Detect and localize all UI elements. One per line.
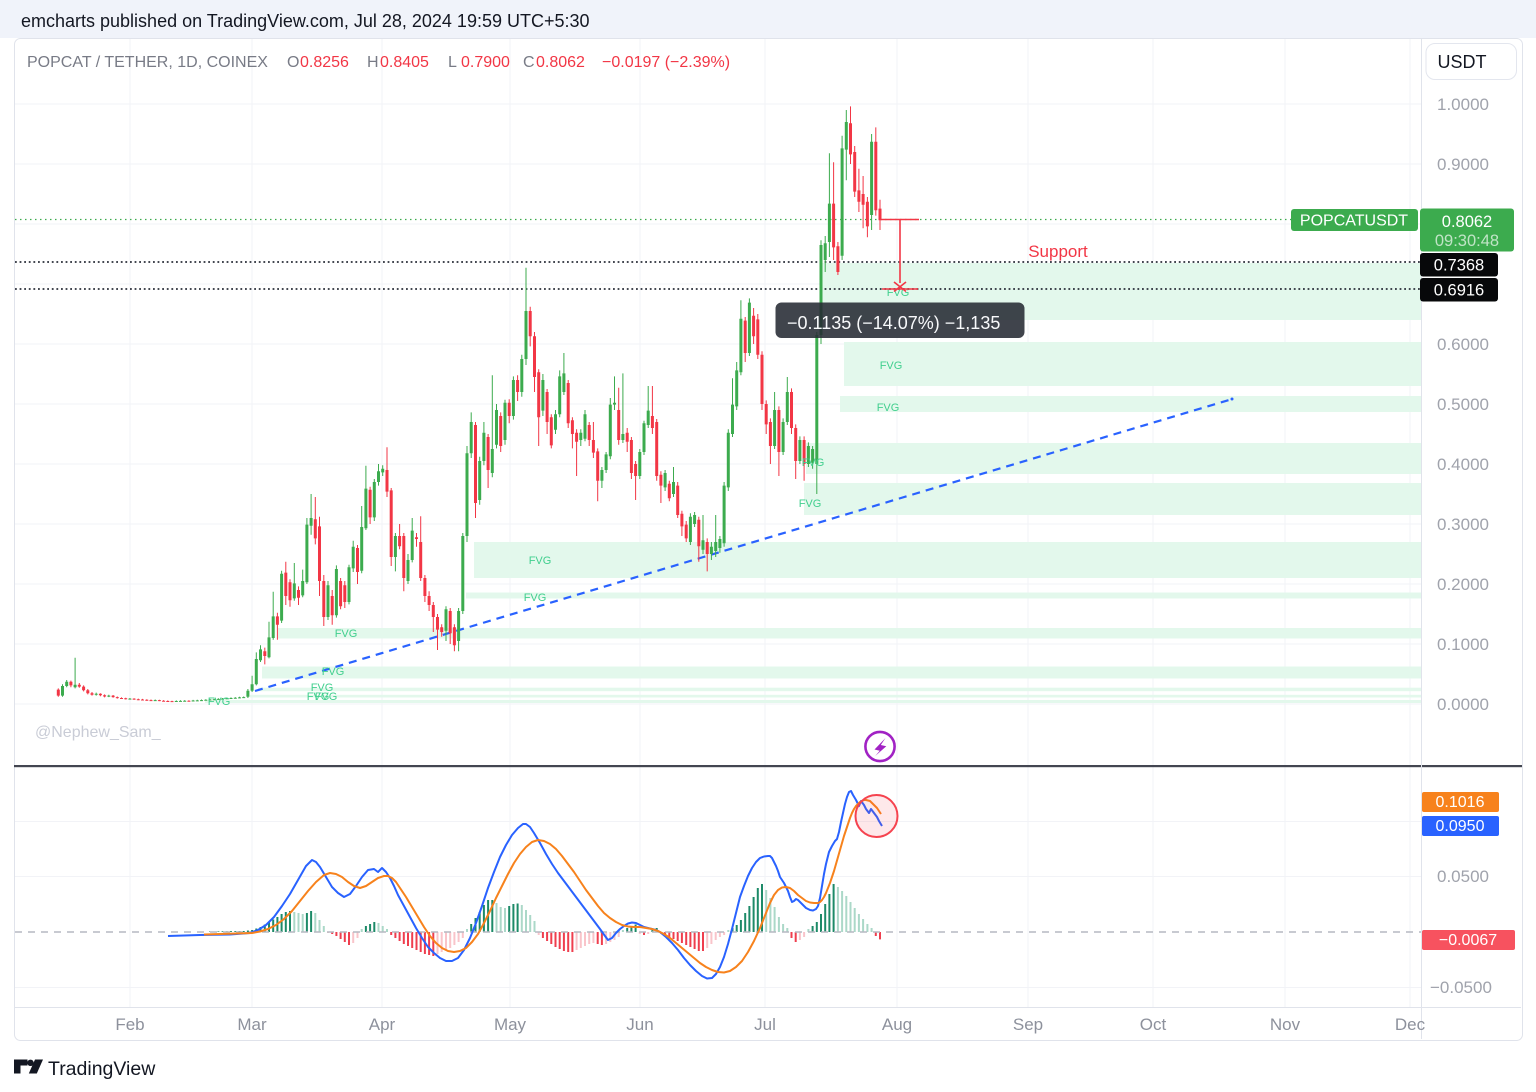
svg-text:0.2000: 0.2000 <box>1437 575 1489 594</box>
svg-text:USDT: USDT <box>1438 52 1487 72</box>
svg-text:−0.0500: −0.0500 <box>1430 978 1492 997</box>
svg-text:Oct: Oct <box>1140 1015 1167 1034</box>
svg-text:Sep: Sep <box>1013 1015 1043 1034</box>
svg-text:0.8062: 0.8062 <box>536 54 585 71</box>
svg-text:0.6916: 0.6916 <box>1434 282 1484 300</box>
svg-text:FVG: FVG <box>335 628 358 640</box>
svg-text:Aug: Aug <box>882 1015 912 1034</box>
svg-text:0.0500: 0.0500 <box>1437 867 1489 886</box>
svg-text:0.3000: 0.3000 <box>1437 515 1489 534</box>
svg-text:0.8256: 0.8256 <box>300 54 349 71</box>
svg-text:0.7368: 0.7368 <box>1434 257 1484 275</box>
svg-text:−0.1135 (−14.07%) −1,135: −0.1135 (−14.07%) −1,135 <box>787 313 1000 333</box>
svg-text:L: L <box>448 54 457 71</box>
svg-text:FVG: FVG <box>322 666 345 678</box>
svg-text:@Nephew_Sam_: @Nephew_Sam_ <box>35 724 162 741</box>
svg-text:FVG: FVG <box>880 360 903 372</box>
svg-text:H: H <box>367 54 379 71</box>
svg-text:−0.0067: −0.0067 <box>1439 932 1497 949</box>
svg-text:May: May <box>494 1015 527 1034</box>
svg-text:Jul: Jul <box>754 1015 776 1034</box>
svg-text:FVG: FVG <box>524 592 547 604</box>
svg-text:−0.0197 (−2.39%): −0.0197 (−2.39%) <box>602 54 730 71</box>
svg-text:FVG: FVG <box>802 457 825 469</box>
svg-text:0.0950: 0.0950 <box>1436 818 1485 835</box>
svg-text:POPCAT / TETHER, 1D, COINEX: POPCAT / TETHER, 1D, COINEX <box>27 54 268 71</box>
svg-text:FVG: FVG <box>311 682 334 694</box>
svg-text:Dec: Dec <box>1395 1015 1426 1034</box>
svg-text:0.1000: 0.1000 <box>1437 635 1489 654</box>
svg-text:Jun: Jun <box>626 1015 653 1034</box>
svg-text:POPCATUSDT: POPCATUSDT <box>1300 213 1408 230</box>
svg-text:0.4000: 0.4000 <box>1437 455 1489 474</box>
svg-text:O: O <box>287 54 299 71</box>
svg-text:Support: Support <box>1028 242 1088 261</box>
svg-text:Feb: Feb <box>115 1015 144 1034</box>
svg-text:1.0000: 1.0000 <box>1437 95 1489 114</box>
svg-text:0.1016: 0.1016 <box>1436 794 1485 811</box>
svg-text:0.6000: 0.6000 <box>1437 335 1489 354</box>
svg-text:emcharts published on TradingV: emcharts published on TradingView.com, J… <box>21 11 590 31</box>
svg-text:0.8405: 0.8405 <box>380 54 429 71</box>
svg-text:09:30:48: 09:30:48 <box>1435 232 1499 250</box>
svg-text:0.5000: 0.5000 <box>1437 395 1489 414</box>
svg-text:0.7900: 0.7900 <box>461 54 510 71</box>
svg-text:C: C <box>523 54 535 71</box>
svg-text:Mar: Mar <box>237 1015 267 1034</box>
svg-text:FVG: FVG <box>307 691 330 703</box>
svg-text:FVG: FVG <box>529 555 552 567</box>
svg-text:0.0000: 0.0000 <box>1437 695 1489 714</box>
svg-text:Nov: Nov <box>1270 1015 1301 1034</box>
svg-text:Apr: Apr <box>369 1015 396 1034</box>
svg-text:0.9000: 0.9000 <box>1437 155 1489 174</box>
svg-text:FVG: FVG <box>799 498 822 510</box>
svg-text:TradingView: TradingView <box>48 1058 156 1080</box>
svg-text:FVG: FVG <box>877 402 900 414</box>
svg-text:0.8062: 0.8062 <box>1442 213 1492 231</box>
svg-text:FVG: FVG <box>208 696 231 708</box>
svg-text:FVG: FVG <box>315 691 338 703</box>
